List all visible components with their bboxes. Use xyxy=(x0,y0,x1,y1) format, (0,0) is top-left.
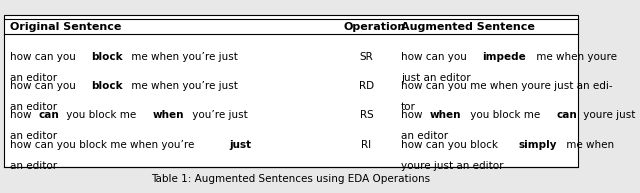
Text: just: just xyxy=(229,140,252,150)
Text: you block me: you block me xyxy=(63,110,140,120)
Text: an editor: an editor xyxy=(10,102,57,112)
Text: can: can xyxy=(39,110,60,120)
Text: you block me: you block me xyxy=(467,110,543,120)
Text: an editor: an editor xyxy=(401,131,448,141)
Text: an editor: an editor xyxy=(10,131,57,141)
Text: how can you: how can you xyxy=(10,52,79,62)
Text: how can you: how can you xyxy=(10,81,79,91)
Text: when: when xyxy=(152,110,184,120)
Text: how can you block: how can you block xyxy=(401,140,501,150)
Text: just an editor: just an editor xyxy=(401,73,471,83)
Text: impede: impede xyxy=(482,52,525,62)
Text: RD: RD xyxy=(359,81,374,91)
Text: me when youre: me when youre xyxy=(533,52,617,62)
Text: me when you’re just: me when you’re just xyxy=(128,81,237,91)
Text: Augmented Sentence: Augmented Sentence xyxy=(401,22,535,32)
Text: me when: me when xyxy=(563,140,614,150)
Text: how: how xyxy=(401,110,426,120)
Text: SR: SR xyxy=(360,52,373,62)
Text: RI: RI xyxy=(362,140,371,150)
Text: an editor: an editor xyxy=(10,161,57,171)
Text: tor: tor xyxy=(401,102,416,112)
Text: an editor: an editor xyxy=(10,73,57,83)
Text: me when you’re just: me when you’re just xyxy=(128,52,237,62)
Text: how can you block me when you’re: how can you block me when you’re xyxy=(10,140,198,150)
Text: block: block xyxy=(91,81,122,91)
Text: Table 1: Augmented Sentences using EDA Operations: Table 1: Augmented Sentences using EDA O… xyxy=(152,174,431,185)
Text: can: can xyxy=(556,110,577,120)
Text: RS: RS xyxy=(360,110,373,120)
Text: simply: simply xyxy=(518,140,557,150)
Text: how: how xyxy=(10,110,35,120)
Text: youre just an editor: youre just an editor xyxy=(401,161,504,171)
Text: you’re just: you’re just xyxy=(189,110,248,120)
Bar xyxy=(4,15,578,167)
Text: when: when xyxy=(430,110,461,120)
Text: Operation: Operation xyxy=(343,22,406,32)
Text: block: block xyxy=(91,52,122,62)
Text: youre just: youre just xyxy=(580,110,636,120)
Text: how can you: how can you xyxy=(401,52,470,62)
Text: how can you me when youre just an edi-: how can you me when youre just an edi- xyxy=(401,81,612,91)
Text: Original Sentence: Original Sentence xyxy=(10,22,122,32)
